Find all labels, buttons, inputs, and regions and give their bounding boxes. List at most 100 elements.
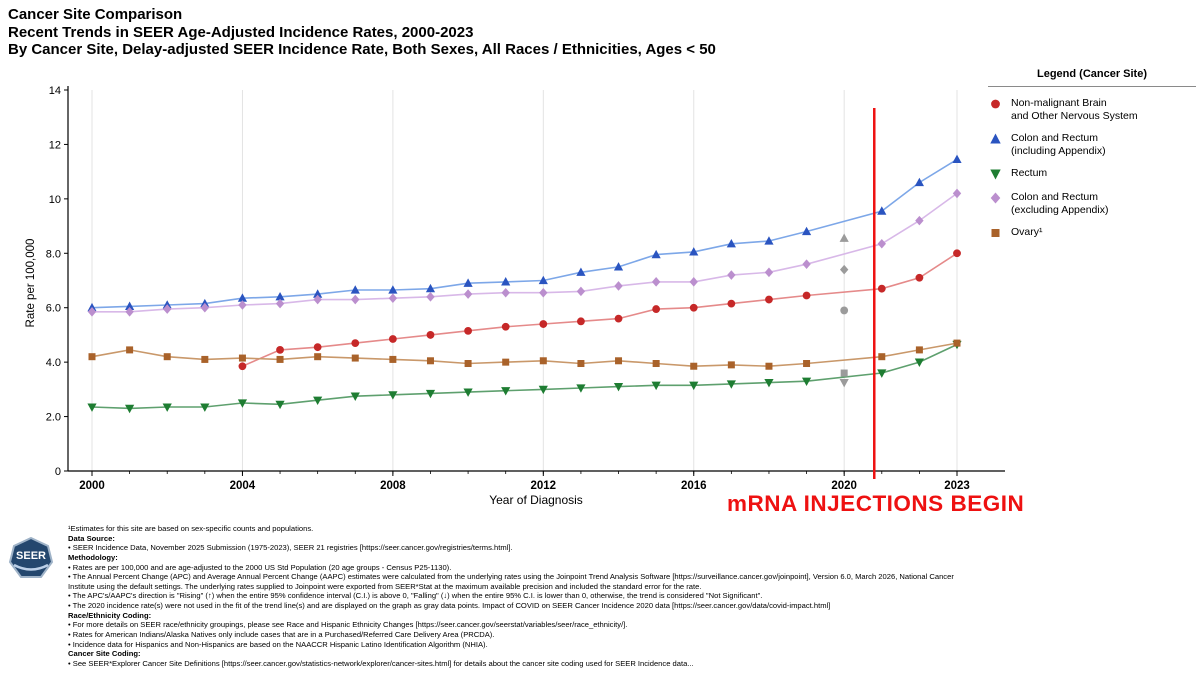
data-point	[613, 383, 624, 392]
data-point	[577, 360, 585, 368]
data-point	[425, 283, 436, 293]
data-point	[163, 353, 171, 361]
data-point	[426, 331, 435, 339]
trend-line	[91, 158, 958, 309]
y-axis-label: Rate per 100,000	[25, 238, 37, 328]
legend-item: Colon and Rectum (excluding Appendix)	[988, 191, 1196, 216]
data-point	[501, 387, 511, 396]
data-point	[689, 381, 699, 391]
data-point	[802, 259, 811, 269]
data-point	[801, 226, 812, 236]
data-point	[314, 353, 322, 361]
data-point	[501, 287, 510, 298]
data-point	[878, 353, 886, 361]
series-colon-rectum-incl-appendix	[87, 154, 962, 312]
data-point	[275, 400, 285, 410]
data-point	[276, 345, 284, 354]
data-point	[200, 302, 210, 313]
x-tick-label: 2004	[230, 480, 256, 492]
data-point	[313, 396, 323, 406]
data-point	[388, 285, 398, 294]
data-point	[237, 293, 248, 302]
data-point	[652, 305, 661, 313]
data-point	[953, 249, 961, 258]
legend-item-label: Rectum	[1011, 167, 1048, 179]
data-point	[501, 322, 510, 331]
data-point	[802, 291, 811, 300]
footnote-line: • Incidence data for Hispanics and Non-H…	[68, 639, 488, 649]
data-point	[388, 335, 397, 343]
page-title: Cancer Site Comparison	[8, 6, 183, 23]
footnote-line: ¹Estimates for this site are based on se…	[68, 524, 314, 533]
data-point	[125, 404, 135, 414]
y-tick-label: 8.0	[46, 248, 61, 260]
data-point	[727, 361, 735, 369]
footnote-heading: Cancer Site Coding:	[68, 649, 141, 659]
series-colon-rectum-excl-appendix	[87, 188, 962, 317]
axes	[67, 86, 1005, 472]
data-point	[238, 362, 247, 371]
y-tick-label: 0	[55, 466, 61, 478]
footnotes: ¹Estimates for this site are based on se…	[68, 524, 963, 669]
data-point	[351, 354, 359, 362]
data-point	[425, 389, 436, 399]
legend-item-label: Colon and Rectum (including Appendix)	[1011, 132, 1106, 157]
legend-item-label: Colon and Rectum (excluding Appendix)	[1011, 191, 1109, 216]
data-point	[840, 306, 849, 315]
footnote-line: • The 2020 incidence rate(s) were not us…	[68, 601, 831, 611]
data-point	[238, 354, 246, 362]
data-point	[276, 355, 284, 363]
data-point	[501, 277, 511, 286]
footnote-line: • SEER Incidence Data, November 2025 Sub…	[68, 543, 513, 553]
data-point	[238, 300, 247, 310]
data-point	[651, 249, 661, 259]
data-point	[388, 391, 398, 400]
trend-line	[91, 342, 958, 368]
y-tick-label: 14	[49, 85, 61, 97]
seer-logo: SEER	[8, 536, 54, 584]
data-point	[877, 206, 887, 215]
data-point	[463, 278, 473, 287]
x-tick-label: 2000	[79, 480, 105, 492]
triangle-up-icon	[990, 133, 1001, 144]
data-point	[726, 380, 736, 389]
data-point	[426, 292, 435, 302]
data-point	[839, 378, 849, 388]
data-point	[727, 270, 736, 280]
x-tick-label: 2008	[380, 480, 406, 492]
data-point	[350, 392, 360, 401]
data-point	[689, 247, 699, 256]
data-point	[614, 281, 623, 291]
data-point	[87, 403, 97, 412]
x-tick-label: 2023	[944, 480, 970, 492]
seer-logo-text: SEER	[16, 550, 46, 562]
legend-items: Non-malignant Brain and Other Nervous Sys…	[988, 97, 1196, 240]
data-point	[953, 339, 961, 347]
data-point	[389, 355, 397, 363]
data-point	[576, 267, 586, 276]
data-point	[651, 381, 661, 391]
diamond-icon	[990, 192, 1001, 204]
data-point	[689, 303, 698, 312]
data-point	[877, 284, 886, 293]
data-point	[952, 154, 962, 163]
data-point	[502, 358, 510, 366]
x-tick-label: 2012	[531, 480, 557, 492]
data-point	[464, 326, 472, 335]
series-ovary	[88, 339, 961, 377]
data-point	[538, 385, 548, 395]
y-tick-label: 12	[49, 139, 61, 151]
footnote-line: • The Annual Percent Change (APC) and Av…	[68, 572, 954, 591]
y-tick-label: 6.0	[46, 303, 61, 315]
footnote-line: • The APC's/AAPC's direction is "Rising"…	[68, 591, 763, 601]
data-point	[690, 362, 698, 370]
data-point	[764, 236, 774, 245]
y-tick-label: 10	[49, 194, 61, 206]
data-point	[727, 299, 736, 308]
data-point	[87, 306, 97, 317]
x-tick-label: 2020	[831, 480, 857, 492]
data-point	[877, 369, 887, 378]
data-point	[877, 238, 886, 249]
data-point	[840, 369, 848, 377]
